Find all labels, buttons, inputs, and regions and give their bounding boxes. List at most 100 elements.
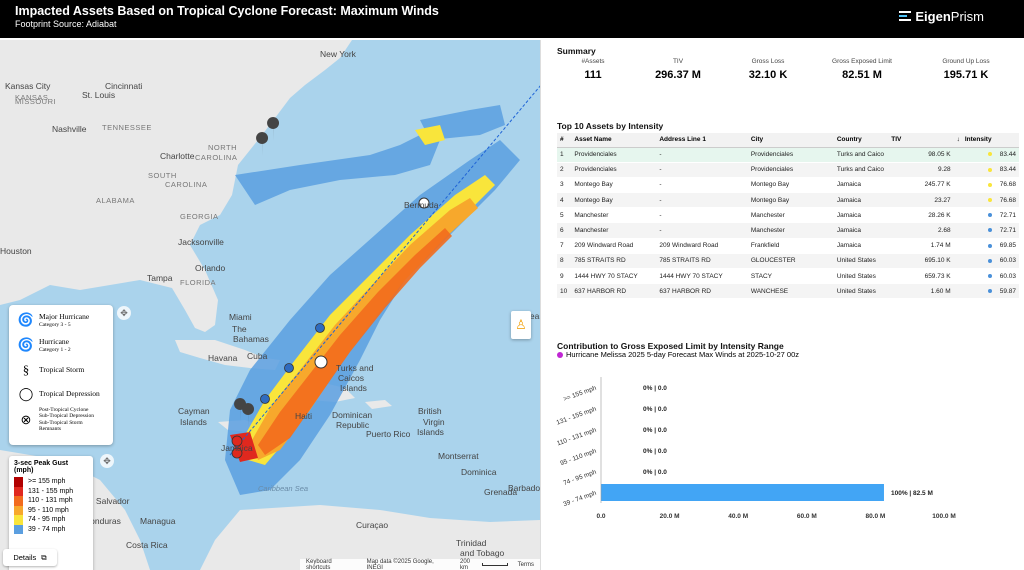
cell-country: Jamaica xyxy=(833,207,889,224)
map-place-label: Honduras xyxy=(84,516,121,526)
legend-hurricane: 🌀 Hurricane Category 1 - 2 xyxy=(18,337,71,353)
cell-city: Montego Bay xyxy=(747,192,834,209)
gust-color-swatch xyxy=(14,505,23,515)
table-row[interactable]: 9 1444 HWY 70 STACY 1444 HWY 70 STACY STACY… xyxy=(557,268,1019,285)
map-place-label: Jamaica xyxy=(221,443,253,453)
cell-intensity: 60.03 xyxy=(953,253,1019,270)
map-place-label: Bahamas xyxy=(233,334,269,344)
cell-address: - xyxy=(656,207,748,224)
street-view-pegman-icon[interactable]: ♙ xyxy=(511,311,531,339)
gust-legend-row: 110 - 131 mph xyxy=(14,496,88,506)
keyboard-shortcuts-link[interactable]: Keyboard shortcuts xyxy=(306,558,332,570)
details-button[interactable]: Details ⧉ xyxy=(3,549,57,566)
y-tick-label: >= 155 mph xyxy=(562,385,597,404)
table-row[interactable]: 8 785 STRAITS RD 785 STRAITS RD GLOUCESTER U… xyxy=(557,253,1019,270)
terms-link[interactable]: Terms xyxy=(517,561,534,568)
cell-city: Providenciales xyxy=(747,147,834,163)
cell-tiv: 2.68 xyxy=(888,222,954,239)
intensity-dot-icon xyxy=(987,289,992,294)
gust-legend-label: 131 - 155 mph xyxy=(28,487,74,495)
cell-asset-name: Montego Bay xyxy=(571,192,657,209)
legend-label: Major Hurricane xyxy=(39,312,90,321)
map-scale[interactable]: 200 km xyxy=(460,559,508,570)
cell-country: Jamaica xyxy=(833,222,889,239)
cell-asset-name: Providenciales xyxy=(571,162,657,178)
table-row[interactable]: 10 637 HARBOR RD 637 HARBOR RD WANCHESE Unit… xyxy=(557,283,1019,300)
gust-legend-label: 39 - 74 mph xyxy=(28,525,66,533)
map-place-label: Islands xyxy=(417,427,444,437)
gust-legend-label: 110 - 131 mph xyxy=(28,497,73,505)
cell-asset-name: 637 HARBOR RD xyxy=(571,283,657,300)
cell-tiv: 9.28 xyxy=(888,162,954,178)
kpi-card: Ground Up Loss 195.71 K xyxy=(921,58,1011,81)
col-address[interactable]: Address Line 1 xyxy=(656,133,748,148)
map-place-label: TENNESSEE xyxy=(102,123,152,132)
cell-country: United States xyxy=(833,283,889,300)
cell-tiv: 98.05 K xyxy=(888,147,954,163)
cell-country: Jamaica xyxy=(833,177,889,194)
cell-intensity: 76.68 xyxy=(953,192,1019,209)
cell-intensity: 72.71 xyxy=(953,207,1019,224)
cell-asset-name: Montego Bay xyxy=(571,177,657,194)
cell-address: 1444 HWY 70 STACY xyxy=(656,268,748,285)
kpi-value: 195.71 K xyxy=(943,69,989,81)
intensity-value: 72.71 xyxy=(999,227,1016,235)
cell-address: - xyxy=(656,162,748,178)
cell-city: GLOUCESTER xyxy=(747,253,834,270)
page-title: Impacted Assets Based on Tropical Cyclon… xyxy=(15,4,439,18)
cell-tiv: 695.10 K xyxy=(888,253,954,270)
map-place-label: CAROLINA xyxy=(195,153,238,162)
cell-intensity: 83.44 xyxy=(953,147,1019,163)
legend-move-icon[interactable]: ✥ xyxy=(117,306,131,320)
cell-address: - xyxy=(656,192,748,209)
cell-number: 9 xyxy=(557,268,572,285)
col-asset-name[interactable]: Asset Name xyxy=(571,133,657,148)
col-number[interactable]: # xyxy=(557,133,572,148)
cell-address: - xyxy=(656,222,748,239)
table-row[interactable]: 4 Montego Bay - Montego Bay Jamaica 23.27 76.6… xyxy=(557,192,1019,209)
data-label: 0% | 0.0 xyxy=(643,469,667,476)
kpi-label: #Assets xyxy=(581,58,605,65)
cell-asset-name: 785 STRAITS RD xyxy=(571,253,657,270)
contribution-title: Contribution to Gross Exposed Limit by I… xyxy=(557,341,784,351)
app-header: Impacted Assets Based on Tropical Cyclon… xyxy=(0,0,1024,38)
cell-address: - xyxy=(656,147,748,163)
table-row[interactable]: 1 Providenciales - Providenciales Turks and … xyxy=(557,147,1019,163)
gust-legend-label: 95 - 110 mph xyxy=(28,506,69,514)
intensity-value: 83.44 xyxy=(999,151,1016,159)
forecast-map[interactable]: New York Kansas City Cincinnati St. Louis KA… xyxy=(0,40,541,570)
map-place-label: Caribbean Sea xyxy=(258,484,309,493)
map-place-label: Nashville xyxy=(52,124,87,134)
table-row[interactable]: 5 Manchester - Manchester Jamaica 28.26 K 72.7… xyxy=(557,207,1019,224)
kpi-card: #Assets 111 xyxy=(548,58,638,81)
col-city[interactable]: City xyxy=(747,133,834,148)
gust-legend-move-icon[interactable]: ✥ xyxy=(100,454,114,468)
eigenprism-logo[interactable]: Eigen Prism xyxy=(899,9,984,24)
legend-label: Hurricane xyxy=(39,337,69,346)
map-place-label: Houston xyxy=(0,246,32,256)
col-intensity[interactable]: ↓ Intensity xyxy=(953,133,1019,148)
gust-color-swatch xyxy=(14,486,23,496)
y-tick-label: 74 - 95 mph xyxy=(562,469,597,488)
data-label: 0% | 0.0 xyxy=(643,385,667,392)
external-link-icon: ⧉ xyxy=(41,552,47,562)
table-row[interactable]: 7 209 Windward Road 209 Windward Road Frank… xyxy=(557,238,1019,254)
gust-legend-row: 74 - 95 mph xyxy=(14,515,88,525)
legend-post-tropical: ⊗ Post-Tropical Cyclone Sub-Tropical Dep… xyxy=(19,407,94,432)
page-subtitle: Footprint Source: Adiabat xyxy=(15,19,117,29)
logo-text-bold: Eigen xyxy=(915,9,951,24)
intensity-value: 59.87 xyxy=(999,287,1016,295)
cell-intensity: 76.68 xyxy=(953,177,1019,194)
legend-sub: Sub-Tropical Storm xyxy=(39,419,83,426)
table-row[interactable]: 6 Manchester - Manchester Jamaica 2.68 72.71 xyxy=(557,222,1019,239)
map-place-label: Charlotte xyxy=(160,151,195,161)
cell-country: Jamaica xyxy=(833,192,889,209)
map-place-label: Managua xyxy=(140,516,176,526)
x-tick-label: 0.0 xyxy=(596,513,605,520)
table-row[interactable]: 2 Providenciales - Providenciales Turks and … xyxy=(557,162,1019,178)
col-tiv[interactable]: TIV xyxy=(888,133,954,148)
map-place-label: Jacksonville xyxy=(178,237,224,247)
bar xyxy=(601,484,884,501)
col-country[interactable]: Country xyxy=(833,133,889,148)
